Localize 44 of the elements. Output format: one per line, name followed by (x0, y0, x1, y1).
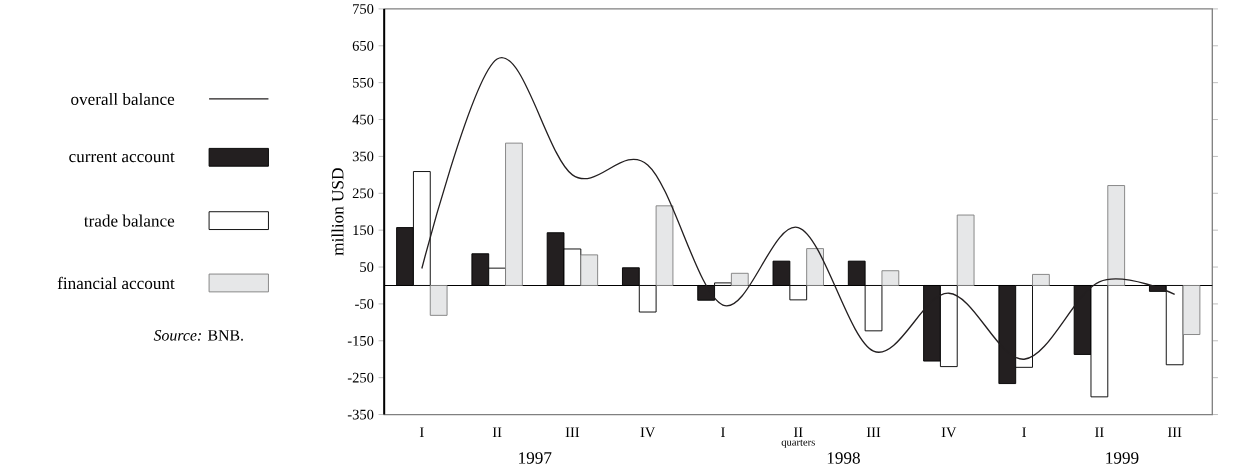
bar (655, 205, 674, 286)
legend-label: financial account (57, 276, 175, 290)
y-tick-label: -350 (347, 409, 374, 420)
text: 1999 (1106, 452, 1139, 464)
bar (580, 254, 599, 286)
text: 1998 (827, 452, 860, 464)
y-tick-label: 650 (352, 40, 374, 51)
x-tick-label: III (866, 427, 881, 438)
x-tick-label: II (492, 427, 502, 438)
x-axis-title: quarters (781, 439, 815, 448)
bar (881, 270, 900, 286)
x-tick-label: I (1022, 427, 1027, 438)
y-tick-label: 550 (353, 77, 374, 88)
legend-label: current account (69, 152, 175, 163)
text: Source: BNB. (153, 330, 243, 341)
bar (1107, 185, 1126, 286)
y-tick-label: -50 (355, 299, 374, 309)
bar (1182, 285, 1201, 336)
y-tick-label: -250 (347, 372, 374, 383)
bar (806, 248, 824, 286)
y-tick-label: 750 (353, 4, 374, 14)
x-tick-label: IV (640, 427, 656, 438)
bar (505, 142, 523, 286)
y-tick-label: 350 (352, 151, 374, 162)
x-tick-label: IV (941, 427, 957, 438)
bar (730, 272, 749, 286)
bar (1032, 274, 1050, 286)
text: 1997 (519, 452, 552, 464)
x-tick-label: I (721, 427, 725, 438)
y-tick-label: 150 (353, 225, 374, 236)
x-tick-label: II (793, 427, 803, 438)
x-tick-label: III (565, 427, 580, 438)
y-axis-title: million USD (331, 168, 344, 256)
y-tick-label: -150 (347, 335, 374, 346)
bar (956, 214, 975, 286)
y-tick-label: 50 (360, 262, 374, 272)
x-tick-label: III (1167, 427, 1182, 438)
bar (429, 285, 448, 316)
legend-label: overall balance (71, 92, 175, 106)
y-tick-label: 450 (352, 114, 374, 125)
x-tick-label: I (419, 427, 424, 438)
x-tick-label: II (1095, 427, 1104, 438)
y-tick-label: 250 (352, 188, 374, 199)
legend-label: trade balance (83, 214, 175, 227)
